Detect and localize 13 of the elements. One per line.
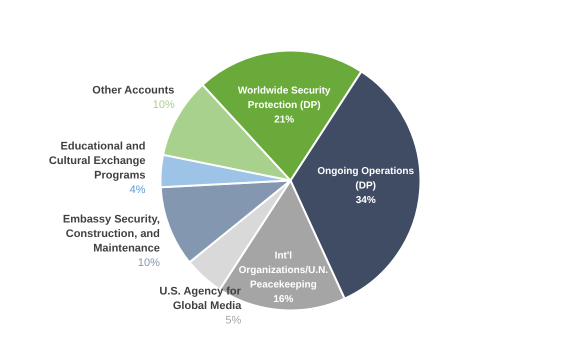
data-label: 34% <box>356 195 376 206</box>
data-label: 4% <box>130 184 146 196</box>
slice-label: Educational and Cultural Exchange Programs <box>48 140 146 182</box>
slice-label: Worldwide Security Protection (DP) <box>238 85 331 111</box>
slice-label: U.S. Agency for Global Media <box>159 286 242 312</box>
slice-label: Other Accounts <box>92 84 174 96</box>
slice-label: Ongoing Operations (DP) <box>317 166 414 192</box>
slice-label: Embassy Security, Construction, and Maintenance <box>62 213 160 254</box>
data-label: 10% <box>152 98 176 111</box>
data-label: 5% <box>225 314 242 327</box>
data-label: 21% <box>274 114 294 126</box>
data-label: 10% <box>138 256 160 269</box>
data-label: 16% <box>273 294 294 305</box>
